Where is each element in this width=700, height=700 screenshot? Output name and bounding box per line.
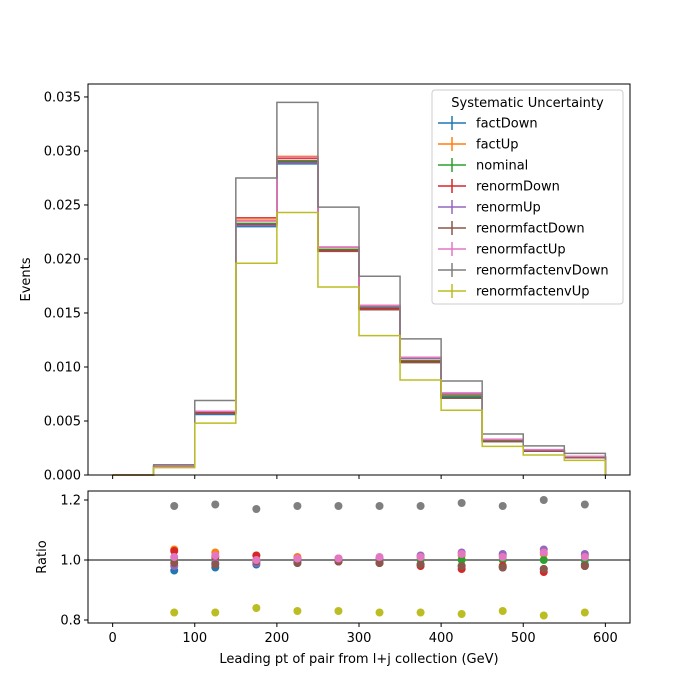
ratio-point-renormfactDown (539, 565, 548, 573)
y-tick-label: 1.2 (60, 494, 81, 509)
legend-item-renormUp: renormUp (438, 200, 541, 216)
ratio-point-renormDown (170, 547, 179, 555)
x-tick-label: 100 (182, 631, 207, 646)
legend-item-renormfactenvDown: renormfactenvDown (438, 263, 609, 279)
ratio-point-renormfactenvUp (539, 611, 548, 620)
ratio-plot-panel: 0.8 1.0 1.2 0 100 200 300 400 500 600 Ratio Lead… (35, 490, 631, 667)
y-tick-label: 1.0 (60, 554, 81, 569)
ratio-point-renormfactenvDown (293, 502, 302, 510)
ratio-point-renormfactDown (170, 559, 179, 567)
legend: Systematic Uncertainty factDown factUp nom… (431, 89, 624, 305)
legend-label: renormfactenvUp (476, 285, 590, 300)
legend-item-factDown: factDown (438, 116, 538, 132)
ratio-point-renormfactUp (334, 554, 343, 563)
y-tick-label: 0.030 (44, 144, 81, 159)
ratio-points-group (170, 496, 589, 620)
ratio-point-renormfactenvUp (211, 608, 220, 617)
main-y-axis-ticks: 0.000 0.005 0.010 0.015 0.020 0.025 0.030 0.035 (44, 90, 88, 484)
ratio-point-renormfactenvDown (375, 502, 384, 510)
ratio-point-renormfactUp (539, 548, 548, 557)
ratio-y-axis-ticks: 0.8 1.0 1.2 (60, 494, 88, 629)
legend-item-renormfactDown: renormfactDown (438, 221, 585, 237)
y-tick-label: 0.020 (44, 252, 81, 267)
legend-label: renormfactUp (476, 243, 566, 258)
ratio-point-renormfactenvDown (580, 500, 589, 509)
y-axis-label-events: Events (19, 257, 34, 301)
ratio-point-renormfactUp (375, 553, 384, 561)
y-tick-label: 0.000 (44, 469, 81, 484)
x-tick-label: 500 (511, 631, 536, 646)
ratio-point-renormfactUp (211, 551, 220, 560)
ratio-point-nominal (539, 556, 548, 564)
ratio-point-renormfactenvDown (252, 505, 261, 513)
ratio-point-renormfactenvUp (580, 608, 589, 617)
ratio-point-renormfactenvDown (334, 502, 343, 510)
legend-item-renormDown: renormDown (438, 179, 560, 195)
ratio-point-renormfactenvDown (416, 502, 425, 510)
legend-label: renormDown (476, 180, 560, 195)
ratio-point-renormfactenvDown (457, 499, 466, 507)
legend-label: renormUp (476, 201, 541, 216)
y-tick-label: 0.035 (44, 90, 81, 105)
x-tick-label: 200 (264, 631, 289, 646)
ratio-point-renormfactUp (580, 553, 589, 561)
ratio-point-renormfactDown (211, 560, 220, 569)
main-x-axis-ticks (112, 475, 606, 479)
legend-label: factUp (476, 138, 519, 153)
main-plot-panel: 0.000 0.005 0.010 0.015 0.020 0.025 0.030 0.035… (19, 83, 631, 484)
ratio-point-renormfactDown (375, 559, 384, 567)
legend-item-factUp: factUp (438, 137, 519, 153)
ratio-point-renormfactenvDown (170, 502, 179, 510)
x-tick-label: 600 (593, 631, 618, 646)
series-renormfactenvUp-histogram (112, 211, 607, 476)
legend-label: factDown (476, 117, 538, 132)
ratio-point-renormfactenvDown (539, 496, 548, 504)
ratio-point-renormfactenvDown (211, 500, 220, 509)
y-tick-label: 0.010 (44, 360, 81, 375)
legend-frame (431, 89, 624, 305)
ratio-point-renormfactenvUp (498, 607, 507, 615)
ratio-point-renormfactenvDown (498, 502, 507, 510)
ratio-point-renormfactDown (580, 562, 589, 570)
histogram-series-group (112, 101, 607, 476)
ratio-point-renormfactenvUp (170, 608, 179, 617)
y-axis-label-ratio: Ratio (35, 540, 50, 573)
ratio-point-renormfactenvUp (293, 607, 302, 615)
ratio-point-renormfactUp (293, 554, 302, 563)
x-tick-label: 400 (429, 631, 454, 646)
legend-label: renormfactDown (476, 222, 585, 237)
y-tick-label: 0.025 (44, 198, 81, 213)
ratio-point-renormfactenvUp (416, 608, 425, 617)
legend-item-renormfactUp: renormfactUp (438, 242, 566, 258)
x-axis-ticks: 0 100 200 300 400 500 600 (108, 623, 618, 646)
legend-label: renormfactenvDown (476, 264, 609, 279)
ratio-point-renormfactDown (416, 560, 425, 569)
y-tick-label: 0.005 (44, 414, 81, 429)
ratio-point-renormfactUp (170, 553, 179, 561)
x-tick-label: 0 (108, 631, 116, 646)
ratio-point-renormfactenvUp (457, 610, 466, 618)
ratio-point-renormfactDown (498, 563, 507, 572)
y-tick-label: 0.015 (44, 306, 81, 321)
ratio-point-renormfactUp (498, 553, 507, 561)
ratio-point-renormfactDown (457, 562, 466, 570)
ratio-point-renormfactUp (457, 550, 466, 558)
ratio-point-nominal (457, 556, 466, 564)
ratio-point-renormfactenvUp (252, 604, 261, 612)
legend-items: factDown factUp nominal renormDown renormUp r… (438, 116, 609, 300)
y-tick-label: 0.8 (60, 614, 81, 629)
ratio-point-renormfactenvUp (334, 607, 343, 615)
legend-label: nominal (476, 159, 528, 174)
ratio-point-renormfactUp (416, 553, 425, 561)
x-axis-label: Leading pt of pair from l+j collection (… (219, 652, 498, 667)
ratio-point-renormfactenvUp (375, 608, 384, 617)
legend-title: Systematic Uncertainty (451, 96, 604, 111)
legend-item-renormfactenvUp: renormfactenvUp (438, 284, 590, 300)
ratio-point-renormfactUp (252, 556, 261, 564)
x-tick-label: 300 (347, 631, 372, 646)
legend-item-nominal: nominal (438, 158, 528, 174)
